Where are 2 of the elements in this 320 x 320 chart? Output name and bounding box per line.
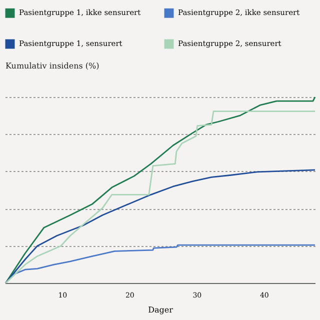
- x-axis-title: Dager: [148, 306, 174, 314]
- y-axis-title: Kumulativ insidens (%): [6, 62, 100, 70]
